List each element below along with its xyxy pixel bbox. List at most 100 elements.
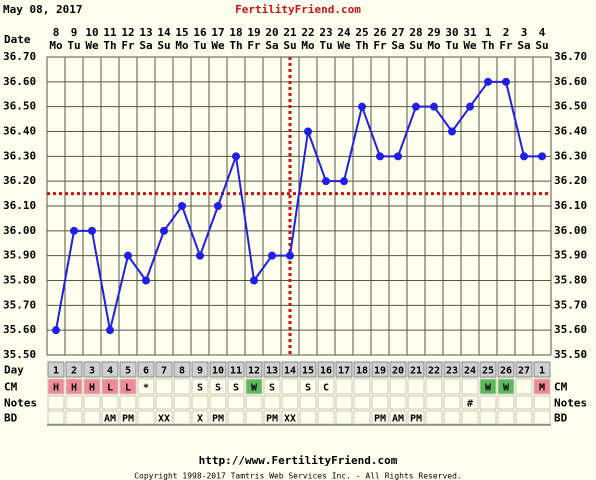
cell [155,378,173,395]
y-tick-label-right: 36.00 [554,224,587,237]
date: 1 [485,26,492,39]
cell [443,410,461,425]
cell [263,361,281,378]
cell [155,395,173,410]
copyright: Copyright 1998-2017 Tamtris Web Services… [134,472,462,480]
y-tick-label-right: 35.60 [554,323,587,336]
cell [47,378,65,395]
y-tick-label-right: 36.60 [554,75,587,88]
cell [299,361,317,378]
cell [245,410,263,425]
temp-point [286,251,294,260]
cell-text: 19 [374,366,386,377]
cell-text: 15 [302,366,314,377]
row-label: BD [4,412,18,425]
cell-text: PM [212,414,224,425]
weekday: Fr [247,39,261,52]
cell [461,395,479,410]
cell [335,395,353,410]
cell [371,361,389,378]
row-label-right: BD [554,412,568,425]
date: 17 [211,26,224,39]
cell [425,378,443,395]
temp-point [124,251,132,260]
date: 13 [139,26,152,39]
cell [281,378,299,395]
weekday: Th [103,39,116,52]
cell-text: S [305,383,311,394]
cell [389,410,407,425]
cell [353,361,371,378]
cell-text: 9 [197,366,203,377]
cell-text: L [125,383,131,394]
cell [209,361,227,378]
cell [515,395,533,410]
cell-text: W [251,383,258,394]
cell-text: H [89,383,95,394]
cell-text: AM [392,414,404,425]
weekday: Su [157,39,170,52]
cell [47,410,65,425]
date: 25 [355,26,368,39]
y-tick-label: 35.60 [3,323,36,336]
cell [407,378,425,395]
cell-text: W [485,383,492,394]
weekday: Mo [49,39,63,52]
cell-text: PM [374,414,386,425]
cell [65,378,83,395]
cell-text: 3 [89,366,95,377]
cell [353,395,371,410]
y-tick-label: 36.60 [3,75,36,88]
y-tick-label-right: 36.50 [554,100,587,113]
date: 14 [157,26,171,39]
weekday: Th [355,39,368,52]
date: 4 [539,26,546,39]
date-header: May 08, 2017 [3,3,82,16]
cell-text: 11 [230,366,242,377]
temp-point [412,102,420,111]
cell [173,378,191,395]
cell-text: 4 [107,366,113,377]
cell-text: W [503,383,510,394]
weekday: Su [535,39,548,52]
date: 31 [463,26,477,39]
date: 18 [229,26,242,39]
cell-text: XX [158,414,170,425]
weekday: Tu [445,39,458,52]
y-tick-label-right: 36.30 [554,149,587,162]
cell [335,410,353,425]
cell-text: 2 [71,366,77,377]
cell [371,378,389,395]
cell-text: H [71,383,77,394]
cell [245,361,263,378]
cell [119,378,137,395]
cell [119,361,137,378]
cell [299,378,317,395]
cell [119,395,137,410]
cell [155,410,173,425]
temp-point [340,177,348,186]
cell [479,395,497,410]
cell-text: S [215,383,221,394]
cell [479,361,497,378]
cell [83,395,101,410]
cell [299,395,317,410]
cell [263,395,281,410]
temp-point [52,326,60,335]
weekday: Fr [499,39,513,52]
site-title: FertilityFriend.com [235,3,361,16]
date: 24 [337,26,351,39]
cell [425,395,443,410]
temp-point [430,102,438,111]
cell [299,410,317,425]
temp-point [358,102,366,111]
temp-point [502,77,510,86]
temp-point [538,152,546,161]
cell [479,378,497,395]
cell [101,395,119,410]
weekday: Sa [139,39,152,52]
cell [317,361,335,378]
weekday: Tu [67,39,80,52]
row-label: Notes [4,397,37,410]
y-tick-label-right: 36.70 [554,50,587,63]
